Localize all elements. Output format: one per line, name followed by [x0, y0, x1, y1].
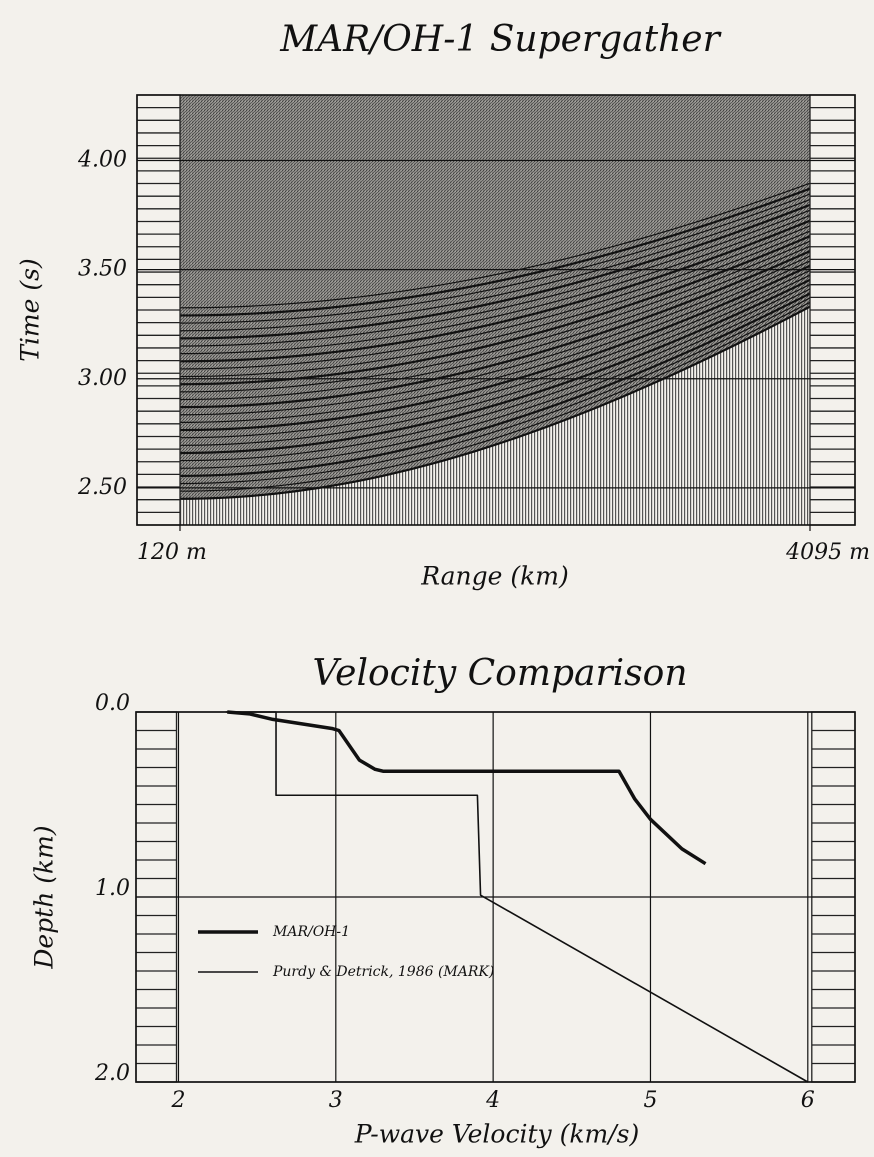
- seismic-event: [179, 250, 811, 409]
- x-tick-label: 3: [329, 1088, 343, 1113]
- seismic-event: [179, 255, 811, 416]
- series-line: [227, 710, 707, 866]
- chart-title: Velocity Comparison: [312, 653, 687, 694]
- legend-text: MAR/OH-1: [272, 924, 350, 940]
- plot-frame: [136, 94, 856, 526]
- plot-frame: [135, 711, 856, 1083]
- y-tick-label: 3.50: [78, 257, 127, 282]
- series-line: [225, 711, 809, 1083]
- seismic-event: [179, 274, 811, 446]
- seismic-event: [179, 198, 811, 332]
- x-tick-label: 5: [643, 1088, 657, 1113]
- x-tick-label: 4095 m: [785, 540, 870, 565]
- seismic-event: [179, 240, 811, 393]
- seismic-event: [179, 245, 811, 401]
- seismic-event: [179, 292, 811, 477]
- y-axis-label: Time (s): [16, 258, 45, 361]
- y-tick-label: 2.50: [77, 475, 127, 500]
- y-tick-label: 2.0: [94, 1061, 130, 1086]
- seismic-event: [179, 288, 811, 469]
- seismic-event: [179, 269, 811, 439]
- seismic-event: [179, 187, 811, 317]
- seismic-noise: [180, 95, 810, 499]
- chart-title: MAR/OH-1 Supergather: [279, 19, 721, 60]
- seismic-event: [179, 214, 811, 355]
- x-tick-label: 6: [801, 1088, 815, 1113]
- legend-text: Purdy & Detrick, 1986 (MARK): [272, 964, 494, 980]
- seismic-event: [179, 283, 811, 462]
- x-tick-label: 120 m: [137, 540, 207, 565]
- y-tick-label: 1.0: [95, 876, 130, 901]
- y-tick-label: 4.00: [77, 147, 127, 172]
- seismic-event: [179, 301, 811, 492]
- y-axis-label: Depth (km): [30, 825, 59, 969]
- y-tick-label: 0.0: [95, 691, 130, 716]
- seismic-event: [179, 305, 811, 500]
- seismic-event: [179, 182, 811, 309]
- seismic-event: [179, 235, 811, 386]
- seismic-event: [179, 278, 811, 455]
- seismic-event: [179, 193, 811, 324]
- seismic-event: [179, 230, 811, 378]
- seismic-event: [179, 297, 811, 485]
- y-tick-label: 3.00: [78, 366, 127, 391]
- x-axis-label: P-wave Velocity (km/s): [354, 1120, 639, 1149]
- seismic-event: [179, 203, 811, 340]
- seismic-event: [179, 225, 811, 370]
- seismic-event: [179, 264, 811, 432]
- x-tick-label: 4: [485, 1088, 500, 1113]
- x-tick-label: 2: [170, 1088, 185, 1113]
- seismic-event: [179, 219, 811, 363]
- x-axis-label: Range (km): [420, 562, 569, 591]
- seismic-event: [179, 209, 811, 347]
